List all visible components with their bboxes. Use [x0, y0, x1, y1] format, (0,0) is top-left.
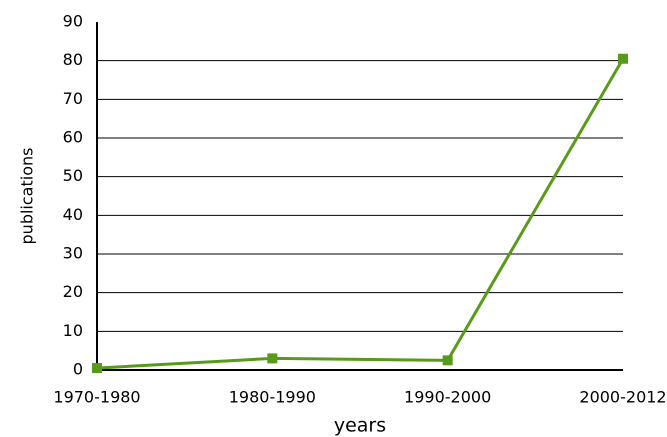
x-tick-label: 1970-1980 — [53, 388, 140, 407]
y-tick-label: 80 — [63, 50, 83, 69]
y-tick-label: 50 — [63, 166, 83, 185]
y-tick-label: 90 — [63, 12, 83, 31]
marker — [92, 363, 102, 374]
y-tick-label: 10 — [63, 321, 83, 340]
y-tick-label: 20 — [63, 282, 83, 301]
y-axis-label: publications — [18, 148, 37, 245]
marker — [442, 355, 453, 366]
x-tick-label: 1980-1990 — [229, 388, 316, 407]
x-tick-label: 1990-2000 — [404, 388, 491, 407]
x-tick-label: 2000-2012 — [579, 388, 666, 407]
y-tick-label: 60 — [63, 128, 83, 147]
marker — [267, 353, 278, 364]
y-tick-label: 40 — [63, 205, 83, 224]
line — [96, 57, 625, 370]
marker — [618, 53, 628, 64]
y-tick-label: 30 — [63, 244, 83, 263]
y-tick-label: 0 — [73, 360, 83, 379]
x-axis-label: years — [334, 415, 386, 437]
y-tick-label: 70 — [63, 89, 83, 108]
